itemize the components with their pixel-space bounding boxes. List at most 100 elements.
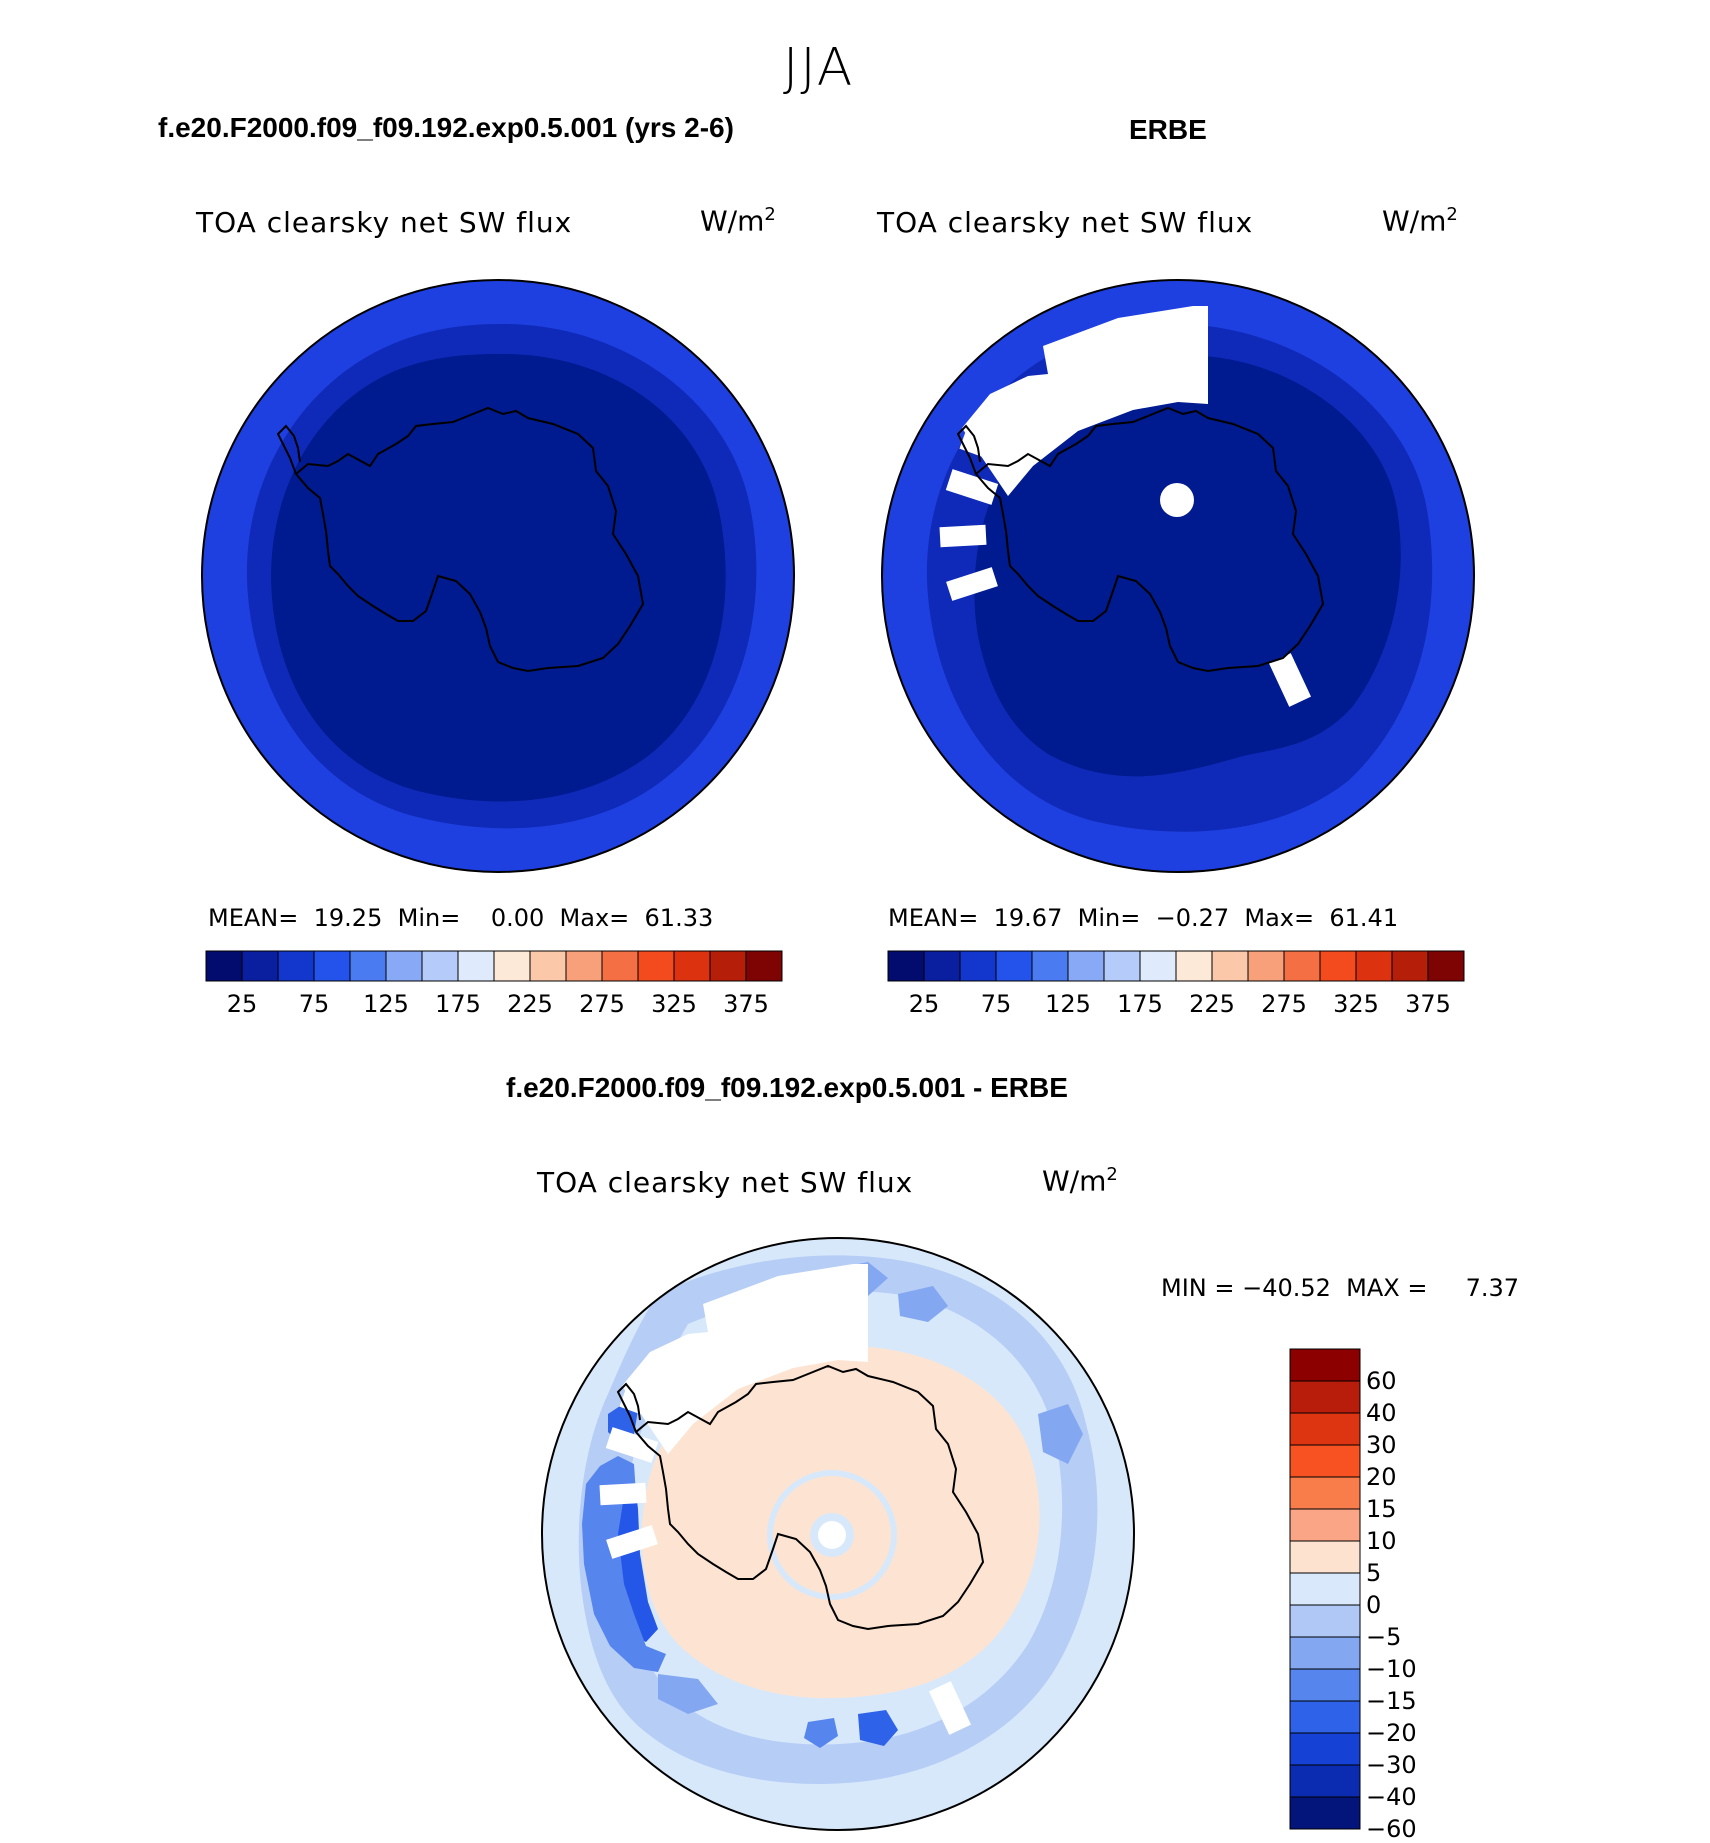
- obs-max-value: 61.41: [1329, 904, 1399, 932]
- colorbar-swatch: [1319, 950, 1357, 982]
- colorbar-swatch: [1427, 950, 1465, 982]
- colorbar-tick-label: 125: [363, 990, 409, 1018]
- diff-colorbar-tick-label: 5: [1366, 1559, 1382, 1587]
- colorbar-swatch: [923, 950, 961, 982]
- colorbar-swatch: [457, 950, 495, 982]
- colorbar-swatch: [241, 950, 279, 982]
- diff-colorbar-swatch: [1289, 1380, 1361, 1414]
- diff-units-label: W/m2: [1042, 1164, 1118, 1197]
- obs-antarctica-coastline: [974, 406, 1325, 673]
- obs-missing-pole: [1160, 483, 1194, 517]
- obs-units-base: W/m: [1382, 204, 1447, 238]
- diff-colorbar-tick-label: 0: [1366, 1591, 1382, 1619]
- model-panel-title: f.e20.F2000.f09_f09.192.exp0.5.001 (yrs …: [158, 112, 734, 143]
- model-units-label: W/m2: [700, 204, 776, 237]
- diff-missing-patch-arc: [622, 1264, 868, 1454]
- figure-title: JJA: [783, 38, 855, 98]
- diff-colorbar-swatch: [1289, 1348, 1361, 1382]
- diff-colorbar-swatch: [1289, 1604, 1361, 1638]
- diff-missing-pole: [818, 1521, 846, 1549]
- diff-colorbar-tick-label: −20: [1366, 1719, 1417, 1747]
- colorbar-swatch: [1031, 950, 1069, 982]
- model-units-exp: 2: [764, 204, 776, 225]
- colorbar-swatch: [601, 950, 639, 982]
- obs-panel-title: ERBE: [1129, 114, 1207, 145]
- model-stats: MEAN= 19.25 Min= 0.00 Max= 61.33: [208, 904, 713, 932]
- model-polar-map: [201, 279, 795, 873]
- diff-colorbar-swatch: [1289, 1700, 1361, 1734]
- diff-colorbar-swatch: [1289, 1732, 1361, 1766]
- colorbar-tick-label: 25: [226, 990, 258, 1018]
- diff-colorbar-swatch: [1289, 1636, 1361, 1670]
- diff-panel-title: f.e20.F2000.f09_f09.192.exp0.5.001 - ERB…: [506, 1072, 1068, 1103]
- obs-missing-patch-3: [939, 524, 987, 548]
- colorbar-tick-label: 225: [507, 990, 553, 1018]
- colorbar-swatch: [673, 950, 711, 982]
- obs-min-value: −0.27: [1155, 904, 1230, 932]
- diff-colorbar-tick-label: −10: [1366, 1655, 1417, 1683]
- model-max-label: Max=: [559, 904, 630, 932]
- colorbar-swatch: [709, 950, 747, 982]
- model-min-value: 0.00: [490, 904, 545, 932]
- obs-colorbar: [887, 950, 1465, 982]
- colorbar-swatch: [745, 950, 783, 982]
- diff-colorbar-tick-label: −30: [1366, 1751, 1417, 1779]
- colorbar-tick-label: 325: [1333, 990, 1379, 1018]
- obs-missing-patch-2: [945, 469, 999, 505]
- model-variable-label: TOA clearsky net SW flux: [196, 206, 573, 239]
- colorbar-swatch: [529, 950, 567, 982]
- diff-missing-patch-4: [606, 1525, 658, 1559]
- diff-colorbar-swatch: [1289, 1508, 1361, 1542]
- diff-colorbar-tick-label: −40: [1366, 1783, 1417, 1811]
- colorbar-swatch: [959, 950, 997, 982]
- diff-colorbar-swatch: [1289, 1572, 1361, 1606]
- colorbar-swatch: [1391, 950, 1429, 982]
- obs-units-exp: 2: [1446, 204, 1458, 225]
- colorbar-swatch: [493, 950, 531, 982]
- obs-min-label: Min=: [1077, 904, 1141, 932]
- diff-colorbar-swatch: [1289, 1764, 1361, 1798]
- diff-minmax: MIN = −40.52 MAX = 7.37: [1161, 1274, 1520, 1302]
- colorbar-tick-label: 275: [1261, 990, 1307, 1018]
- diff-colorbar-tick-label: 40: [1366, 1399, 1397, 1427]
- diff-negative-southwest: [658, 1674, 718, 1714]
- obs-missing-patch-arc: [962, 306, 1208, 496]
- colorbar-swatch: [385, 950, 423, 982]
- model-mean-value: 19.25: [313, 904, 383, 932]
- colorbar-swatch: [565, 950, 603, 982]
- obs-units-label: W/m2: [1382, 204, 1458, 237]
- diff-missing-patch-5: [928, 1681, 972, 1735]
- obs-max-label: Max=: [1244, 904, 1315, 932]
- colorbar-swatch: [313, 950, 351, 982]
- diff-colorbar-swatch: [1289, 1476, 1361, 1510]
- obs-mean-label: MEAN=: [888, 904, 979, 932]
- colorbar-tick-label: 75: [980, 990, 1012, 1018]
- colorbar-swatch: [1283, 950, 1321, 982]
- obs-polar-map: [881, 279, 1475, 873]
- colorbar-tick-label: 125: [1045, 990, 1091, 1018]
- colorbar-swatch: [277, 950, 315, 982]
- diff-polar-map: [541, 1237, 1135, 1831]
- colorbar-tick-label: 75: [298, 990, 330, 1018]
- diff-colorbar-tick-label: 10: [1366, 1527, 1397, 1555]
- diff-colorbar-swatch: [1289, 1412, 1361, 1446]
- diff-colorbar-tick-label: −15: [1366, 1687, 1417, 1715]
- obs-variable-label: TOA clearsky net SW flux: [877, 206, 1254, 239]
- diff-negative-east: [1038, 1404, 1083, 1464]
- model-min-label: Min=: [397, 904, 461, 932]
- diff-negative-north-2: [898, 1286, 948, 1322]
- diff-colorbar-tick-label: 30: [1366, 1431, 1397, 1459]
- colorbar-swatch: [995, 950, 1033, 982]
- diff-colorbar-tick-label: −5: [1366, 1623, 1402, 1651]
- diff-missing-patch-2: [605, 1427, 659, 1463]
- diff-negative-coast-west-mid: [582, 1456, 666, 1672]
- model-units-base: W/m: [700, 204, 765, 238]
- obs-mean-value: 19.67: [993, 904, 1063, 932]
- model-inner-region: [271, 353, 726, 802]
- diff-units-base: W/m: [1042, 1164, 1107, 1198]
- obs-missing-patch-4: [946, 567, 998, 601]
- colorbar-swatch: [421, 950, 459, 982]
- colorbar-swatch: [349, 950, 387, 982]
- colorbar-swatch: [1355, 950, 1393, 982]
- colorbar-tick-label: 175: [1117, 990, 1163, 1018]
